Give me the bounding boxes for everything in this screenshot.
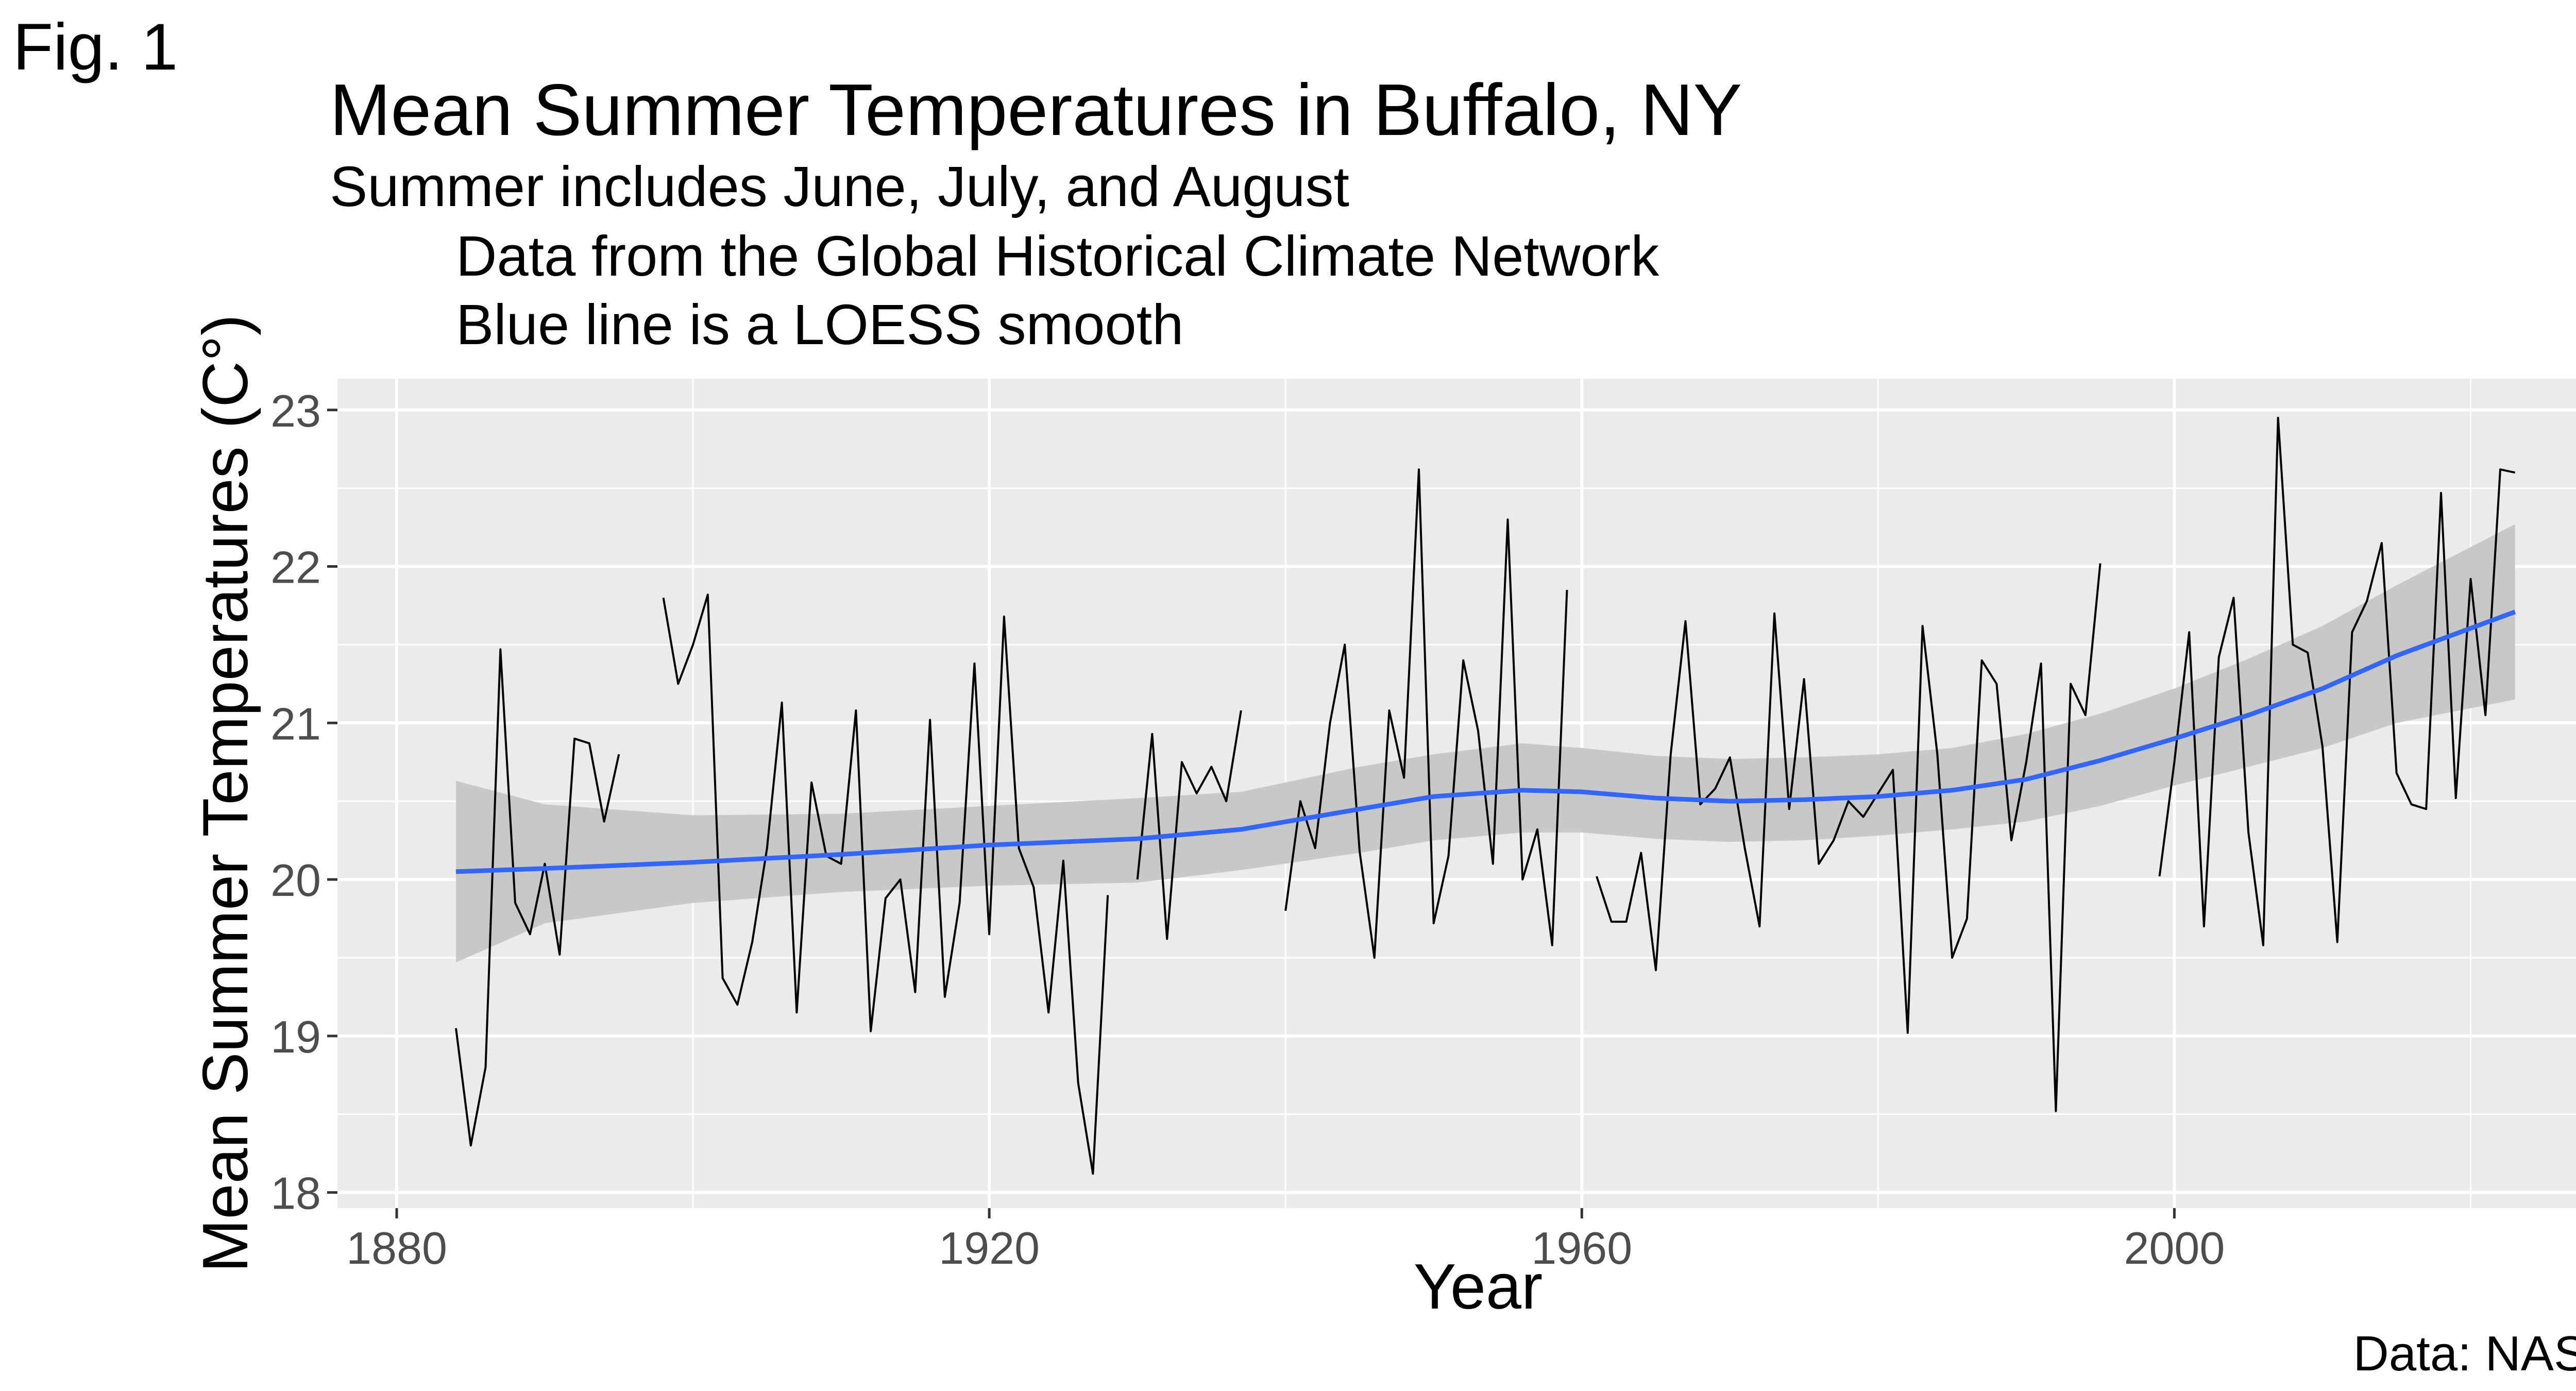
y-tick-label: 22 <box>270 542 321 593</box>
observed-line-segment <box>2158 416 2516 946</box>
y-tick-label: 20 <box>270 855 321 906</box>
x-axis-title: Year <box>1414 1251 1543 1322</box>
x-tick-label: 1880 <box>346 1223 447 1274</box>
y-tick-label: 21 <box>270 698 321 749</box>
chart-title: Mean Summer Temperatures in Buffalo, NY <box>330 69 1742 151</box>
observed-line-segment <box>455 648 620 1147</box>
y-tick-label: 19 <box>270 1011 321 1062</box>
observed-line-segment <box>1596 563 2102 1112</box>
observed-temperature-line <box>455 416 2516 1175</box>
observed-line-segment <box>1136 710 1242 940</box>
chart-subtitle-line-3: Blue line is a LOESS smooth <box>456 293 1183 357</box>
y-axis-title: Mean Summer Temperatures (C°) <box>190 314 261 1273</box>
confidence-band <box>456 524 2515 963</box>
y-tick-label: 23 <box>270 385 321 436</box>
observed-line-segment <box>1284 468 1568 959</box>
y-tick-label: 18 <box>270 1168 321 1219</box>
loess-smooth-line <box>455 609 2516 874</box>
observed-line-segment <box>662 593 1109 1175</box>
chart-subtitle-line-2: Data from the Global Historical Climate … <box>456 225 1659 288</box>
x-tick-label: 1960 <box>1531 1223 1632 1274</box>
y-axis: 18 19 20 21 22 23 <box>270 385 337 1219</box>
chart-subtitle-line-1: Summer includes June, July, and August <box>330 155 1349 218</box>
x-tick-label: 2000 <box>2124 1223 2225 1274</box>
data-source-caption: Data: NASA <box>2353 1326 2576 1381</box>
x-axis: 1880 1920 1960 2000 <box>346 1208 2225 1274</box>
x-tick-label: 1920 <box>939 1223 1040 1274</box>
figure-label: Fig. 1 <box>13 10 178 84</box>
